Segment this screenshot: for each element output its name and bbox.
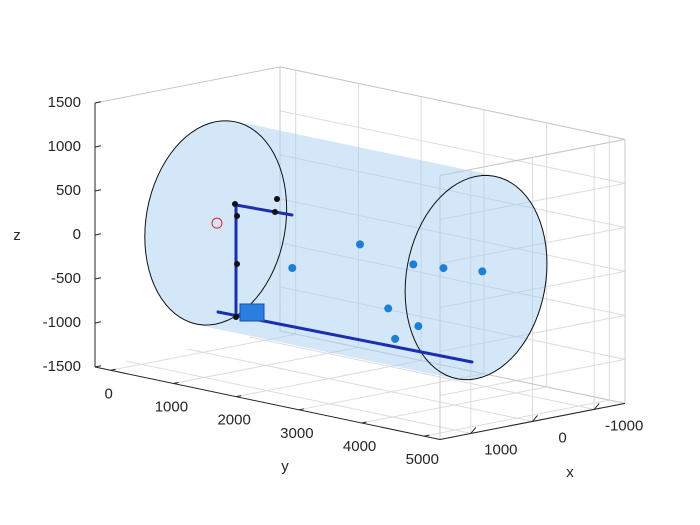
z-tick-label: 0 [73,226,81,243]
cylinder-cap [405,175,547,380]
frame-structure [216,196,474,364]
point [478,267,487,276]
z-tick-label: 500 [56,182,81,199]
z-tick-label: 1500 [48,94,81,111]
tick-mark [94,145,102,148]
cylinder-body [144,120,548,381]
points [211,217,487,343]
node [232,201,238,207]
box-edge [279,66,626,140]
point [439,264,448,273]
tick-mark [593,403,600,410]
tick-mark [94,233,102,236]
x-axis-label: x [566,464,574,481]
x-tick-label: 1000 [484,441,517,458]
grid-line [424,399,610,437]
tick-mark [173,381,179,384]
tick-mark [110,368,116,371]
tick-mark [298,408,304,411]
tick-mark [94,277,102,280]
point [356,240,364,249]
grid-line [236,360,422,398]
beam [234,203,294,217]
x-tick-label: -1000 [605,417,643,434]
tick-mark [470,427,477,434]
node [272,209,278,215]
z-tick-label: -500 [51,270,81,287]
labels: -1500 -1000 -500 0 500 1000 1500 0 1000 2000 3000 4… [43,94,644,468]
cube [239,303,265,322]
grid-line [187,348,533,422]
cylinder-outline [144,120,548,381]
axis-line [94,366,441,440]
point [391,334,400,343]
x-tick-label: 0 [558,429,566,446]
point [384,304,393,313]
box-edge [94,66,281,104]
grid-line [249,336,595,410]
grid-line [298,373,484,411]
point [414,322,423,331]
node [234,261,240,267]
cylinder-rim [144,120,288,326]
z-tick-label: -1000 [43,314,81,331]
tick-mark [424,434,430,437]
y-tick-label: 3000 [280,425,313,442]
tick-mark [532,415,538,422]
grid-line [173,346,359,384]
grid-line [125,360,471,434]
grid-line [110,333,296,371]
grid-line [439,358,626,396]
z-tick-label: 1000 [48,138,81,155]
y-tick-label: 2000 [217,412,250,429]
tick-mark [94,189,102,192]
cylinder-cap [144,120,287,325]
cylinder-rim [404,174,548,381]
tick-mark [94,101,102,104]
node [274,196,280,202]
point [409,260,418,269]
box-edge [439,138,626,176]
grid-line [361,386,547,424]
point [211,217,223,229]
tick-mark [94,365,102,368]
y-tick-label: 0 [105,385,113,402]
y-tick-label: 1000 [155,398,188,415]
y-tick-label: 5000 [406,451,439,468]
node [233,314,239,320]
tick-mark [361,421,367,424]
z-tick-label: -1500 [43,358,81,375]
point [288,264,297,273]
z-axis-label: z [13,227,21,244]
y-tick-label: 4000 [343,438,376,455]
tick-mark [236,395,242,398]
tick-mark [94,321,102,324]
y-axis-label: y [281,458,289,475]
node [234,213,240,219]
grid-line [279,110,626,184]
